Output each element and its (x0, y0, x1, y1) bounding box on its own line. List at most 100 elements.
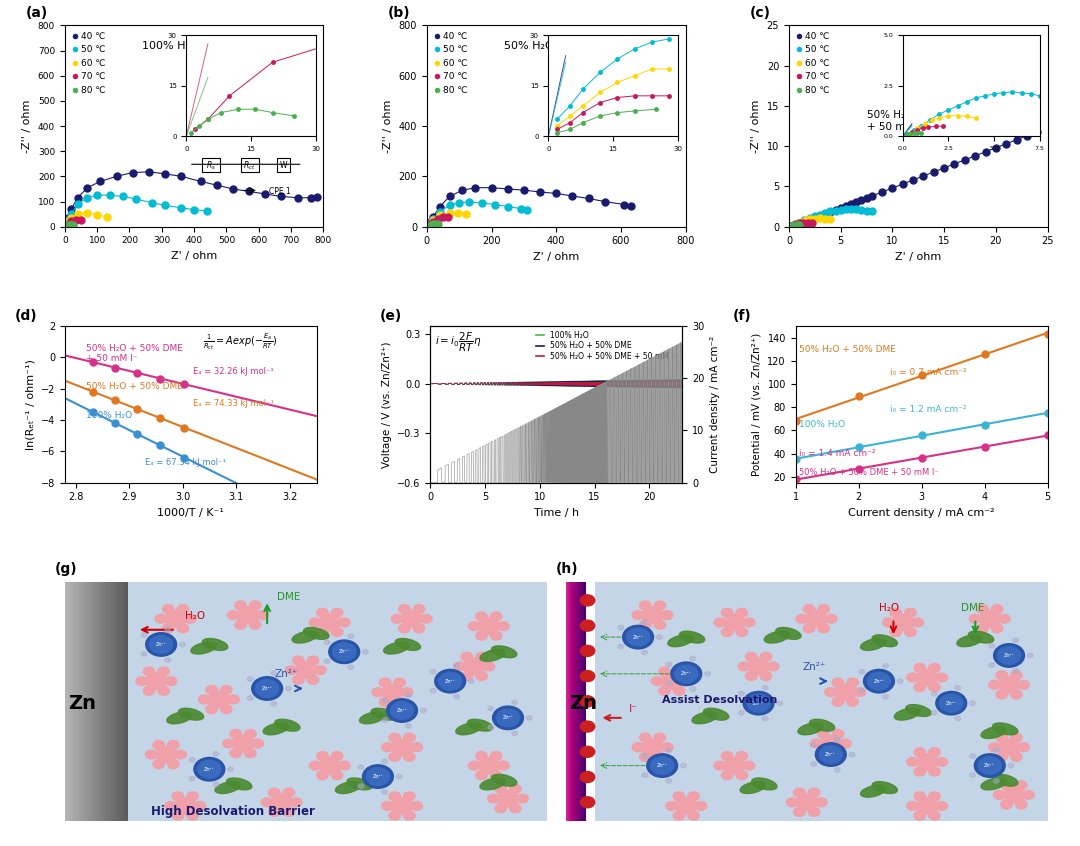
Circle shape (247, 677, 253, 681)
Circle shape (381, 743, 393, 751)
Circle shape (989, 662, 995, 667)
100% H₂O (515, 377, 528, 387)
Circle shape (1011, 752, 1022, 761)
Circle shape (389, 752, 401, 761)
50% H₂O + 50% DME (436, 378, 449, 388)
Text: (a): (a) (26, 6, 49, 20)
Circle shape (293, 675, 305, 684)
Circle shape (659, 667, 671, 676)
50% H₂O + 50% DME + 50 mM I⁻ (676, 376, 689, 387)
Circle shape (580, 721, 595, 732)
Circle shape (808, 788, 820, 797)
Y-axis label: Current density / mA cm⁻²: Current density / mA cm⁻² (710, 336, 720, 473)
Circle shape (158, 686, 170, 695)
Circle shape (165, 801, 176, 810)
Text: Zn²⁺: Zn²⁺ (373, 774, 383, 779)
Text: Zn²⁺: Zn²⁺ (502, 716, 514, 720)
Circle shape (991, 605, 1003, 613)
Ellipse shape (491, 774, 517, 786)
Line: 100% H₂O: 100% H₂O (430, 379, 683, 388)
Circle shape (580, 772, 595, 783)
Circle shape (363, 650, 368, 654)
Text: CPE 1: CPE 1 (269, 187, 291, 196)
Circle shape (748, 658, 769, 674)
Circle shape (387, 699, 418, 722)
Circle shape (690, 687, 696, 691)
Circle shape (666, 748, 672, 752)
Circle shape (936, 691, 967, 715)
Circle shape (675, 665, 698, 683)
Circle shape (980, 611, 1000, 627)
Circle shape (768, 662, 779, 671)
Circle shape (320, 614, 340, 630)
Circle shape (172, 792, 184, 800)
Circle shape (269, 788, 280, 797)
Circle shape (917, 669, 937, 685)
Circle shape (495, 784, 507, 794)
Circle shape (647, 754, 677, 777)
Circle shape (914, 792, 926, 800)
Circle shape (230, 749, 242, 758)
Circle shape (379, 697, 391, 706)
Circle shape (401, 611, 422, 627)
Circle shape (929, 767, 941, 776)
Circle shape (252, 677, 283, 700)
Circle shape (639, 620, 651, 629)
Circle shape (654, 752, 665, 761)
Circle shape (970, 701, 975, 706)
Circle shape (688, 792, 700, 800)
50% H₂O + 50% DME (515, 377, 528, 387)
Circle shape (234, 620, 246, 629)
Circle shape (1018, 743, 1029, 751)
Circle shape (410, 743, 422, 751)
Circle shape (249, 620, 261, 629)
Circle shape (657, 634, 662, 640)
Circle shape (914, 767, 926, 776)
Text: I⁻: I⁻ (629, 705, 637, 714)
Circle shape (512, 700, 517, 705)
X-axis label: 1000/T / K⁻¹: 1000/T / K⁻¹ (158, 508, 225, 518)
Circle shape (206, 685, 217, 695)
Circle shape (777, 701, 783, 706)
Circle shape (244, 729, 256, 739)
Text: DME: DME (276, 592, 300, 602)
Circle shape (420, 708, 427, 712)
Circle shape (929, 811, 941, 820)
Circle shape (399, 605, 410, 613)
Circle shape (704, 672, 711, 676)
Circle shape (348, 634, 353, 639)
Circle shape (153, 760, 164, 769)
Line: 50% H₂O + 50% DME: 50% H₂O + 50% DME (430, 380, 683, 387)
Circle shape (786, 798, 798, 807)
Text: Zn²⁺: Zn²⁺ (753, 700, 765, 706)
Circle shape (580, 595, 595, 606)
Circle shape (721, 771, 733, 780)
Text: $\frac{1}{R_{ct}}=Aexp(-\frac{E_a}{RT})$: $\frac{1}{R_{ct}}=Aexp(-\frac{E_a}{RT})$ (203, 331, 278, 352)
X-axis label: Z' / ohm: Z' / ohm (534, 252, 579, 262)
Circle shape (222, 739, 234, 748)
50% H₂O + 50% DME + 50 mM I⁻ (610, 381, 623, 391)
Text: 50% H₂O + 50% DME: 50% H₂O + 50% DME (799, 344, 895, 354)
Circle shape (661, 743, 673, 751)
Circle shape (185, 614, 197, 624)
Circle shape (167, 760, 179, 769)
Circle shape (639, 601, 651, 610)
50% H₂O + 50% DME (423, 379, 436, 389)
Circle shape (167, 740, 179, 750)
Circle shape (998, 677, 1020, 693)
Circle shape (714, 618, 726, 627)
Circle shape (955, 685, 961, 690)
Circle shape (1008, 763, 1014, 768)
Circle shape (208, 691, 230, 707)
Circle shape (643, 773, 648, 777)
Circle shape (339, 761, 350, 770)
Circle shape (859, 669, 865, 674)
Circle shape (794, 788, 806, 797)
Circle shape (495, 804, 507, 813)
Circle shape (162, 624, 174, 633)
Circle shape (721, 608, 733, 618)
Text: (h): (h) (556, 562, 579, 575)
Circle shape (818, 749, 829, 758)
Ellipse shape (480, 650, 505, 662)
Circle shape (404, 792, 415, 800)
